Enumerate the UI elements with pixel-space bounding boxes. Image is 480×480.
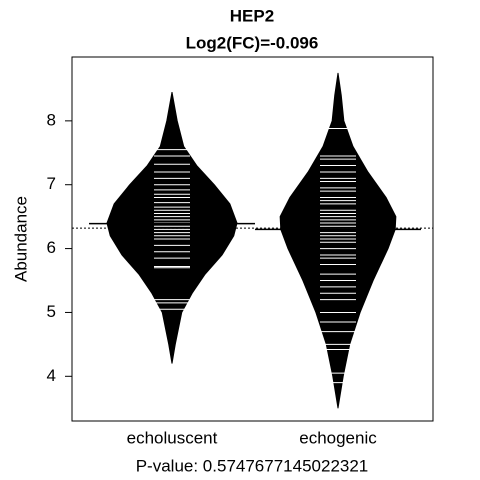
y-tick-label: 7 [47,174,56,193]
plot-frame [71,56,434,422]
bean-half [337,72,397,409]
chart-subtitle: Log2(FC)=-0.096 [186,33,319,52]
y-axis-label: Abundance [11,196,30,282]
y-tick-label: 8 [47,110,56,129]
y-tick-label: 6 [47,238,56,257]
y-tick-label: 4 [47,366,56,385]
bean-half [279,72,339,409]
x-tick-label: echogenic [299,428,377,447]
chart-title: HEP2 [230,6,274,25]
x-tick-label: echoluscent [127,428,218,447]
y-tick-label: 5 [47,302,56,321]
x-axis-label: P-value: 0.5747677145022321 [136,456,369,475]
